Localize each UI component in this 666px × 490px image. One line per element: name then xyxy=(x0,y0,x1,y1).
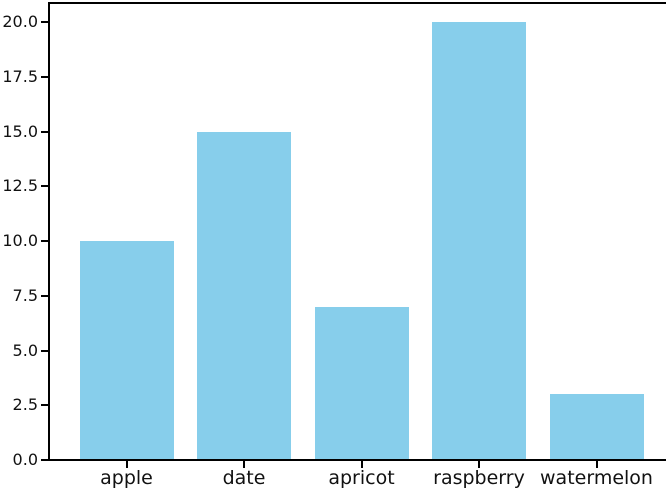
y-axis-spine xyxy=(48,2,50,461)
x-tick-mark xyxy=(360,461,363,468)
x-tick-label-apple: apple xyxy=(100,467,153,489)
y-tick-label: 5.0 xyxy=(12,340,38,360)
x-tick-label-watermelon: watermelon xyxy=(540,467,653,489)
bar-date xyxy=(197,131,291,459)
bar-apricot xyxy=(314,306,409,459)
bar-watermelon xyxy=(549,394,644,459)
y-tick-mark xyxy=(41,75,48,78)
y-tick-label: 7.5 xyxy=(12,285,38,305)
y-tick-label: 2.5 xyxy=(12,395,38,415)
x-tick-mark xyxy=(478,461,480,468)
x-axis-spine xyxy=(48,459,666,461)
y-tick-mark xyxy=(41,240,48,242)
top-spine xyxy=(48,2,666,4)
y-tick-mark xyxy=(41,294,48,297)
x-tick-mark xyxy=(595,461,598,468)
x-tick-mark xyxy=(125,461,128,468)
y-tick-label: 12.5 xyxy=(2,176,38,196)
y-tick-mark xyxy=(41,404,48,407)
bar-raspberry xyxy=(432,22,526,459)
x-tick-label-apricot: apricot xyxy=(328,467,395,489)
x-tick-mark xyxy=(243,461,245,468)
y-tick-mark xyxy=(41,349,48,352)
x-tick-label-raspberry: raspberry xyxy=(433,467,525,489)
y-tick-mark xyxy=(41,185,48,188)
y-tick-mark xyxy=(41,21,48,23)
y-tick-mark xyxy=(41,459,48,461)
x-tick-label-date: date xyxy=(222,467,266,489)
y-tick-label: 0.0 xyxy=(12,450,38,469)
y-tick-mark xyxy=(41,130,48,133)
y-tick-label: 17.5 xyxy=(2,66,38,86)
y-tick-label: 20.0 xyxy=(2,12,38,31)
bar-apple xyxy=(79,241,174,459)
y-tick-label: 15.0 xyxy=(2,121,38,141)
y-tick-label: 10.0 xyxy=(2,231,38,250)
